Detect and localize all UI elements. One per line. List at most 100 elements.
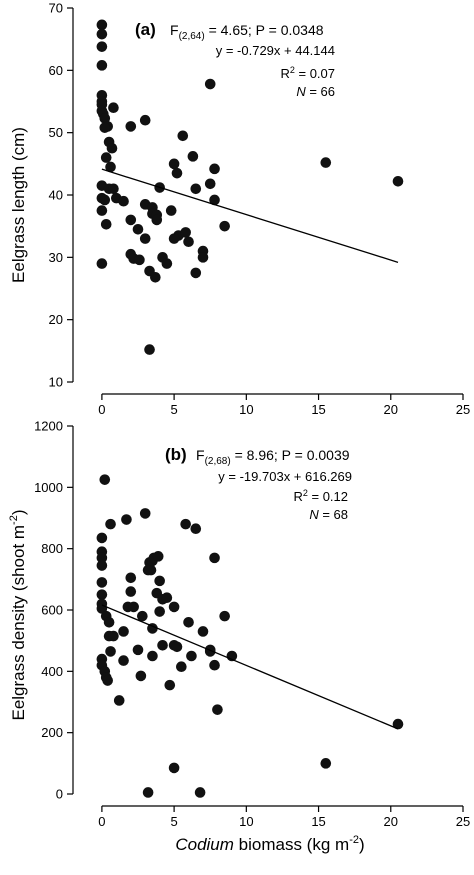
data-point — [219, 610, 230, 622]
data-point — [186, 650, 197, 662]
data-point — [183, 616, 194, 628]
x-tick-label: 5 — [170, 814, 177, 829]
data-point — [209, 552, 220, 564]
data-point — [142, 787, 154, 798]
data-point — [187, 151, 199, 162]
data-point — [161, 258, 173, 269]
data-point — [96, 589, 108, 600]
data-point — [139, 508, 151, 519]
y-tick-label: 50 — [49, 125, 63, 140]
panel-a-points — [96, 19, 404, 355]
data-point — [164, 679, 176, 691]
panel-b-n: N = 68 — [309, 507, 348, 522]
data-point — [96, 205, 108, 216]
data-point — [209, 163, 220, 175]
x-tick-label: 10 — [239, 402, 253, 417]
x-tick-label: 25 — [456, 814, 470, 829]
panel-b-label: (b) — [165, 445, 187, 464]
data-point — [219, 220, 230, 232]
data-point — [100, 152, 112, 163]
y-tick-label: 600 — [41, 603, 63, 618]
data-point — [180, 227, 191, 238]
y-tick-label: 20 — [49, 312, 63, 327]
data-point — [168, 601, 180, 613]
data-point — [96, 28, 108, 40]
data-point — [99, 122, 111, 133]
data-point — [154, 606, 165, 617]
panel-a-fit-line — [101, 168, 399, 263]
data-point — [177, 130, 189, 142]
data-point — [194, 787, 206, 798]
data-point — [102, 675, 113, 686]
data-point — [108, 183, 119, 195]
panel-a-y-axis-title: Eelgrass length (cm) — [9, 127, 28, 283]
data-point — [118, 655, 129, 666]
x-axis-title: Codium biomass (kg m-2) — [175, 834, 364, 854]
data-point — [144, 344, 155, 355]
data-point — [96, 41, 108, 52]
y-tick-label: 0 — [56, 787, 63, 802]
data-point — [183, 236, 194, 248]
panel-a-label: (a) — [135, 20, 156, 39]
data-point — [392, 175, 404, 187]
data-point — [168, 158, 180, 170]
data-point — [147, 650, 158, 662]
data-point — [103, 616, 115, 628]
data-point — [121, 514, 132, 525]
y-tick-label: 70 — [49, 1, 63, 16]
x-tick-label: 15 — [311, 402, 325, 417]
y-tick-label: 1000 — [34, 480, 63, 495]
data-point — [96, 19, 108, 31]
data-point — [118, 626, 129, 637]
data-point — [96, 552, 108, 564]
data-point — [209, 659, 220, 671]
data-point — [108, 102, 119, 114]
data-point — [96, 60, 108, 71]
data-point — [168, 762, 180, 774]
data-point — [99, 474, 111, 485]
data-point — [135, 670, 147, 682]
panel-b-stat: F(2,68) = 8.96; P = 0.0039 — [196, 447, 350, 467]
data-point — [212, 704, 223, 715]
panel-b-fit-line — [101, 604, 399, 730]
x-tick-label: 5 — [170, 402, 177, 417]
data-point — [171, 641, 183, 653]
panel-b-equation: y = -19.703x + 616.269 — [218, 469, 352, 484]
panel-b-points — [96, 474, 404, 798]
data-point — [96, 532, 108, 544]
x-tick-label: 20 — [384, 814, 398, 829]
data-point — [161, 592, 173, 604]
x-tick-label: 0 — [98, 814, 105, 829]
data-point — [99, 194, 111, 206]
panel-a-chart: 10 20 30 40 50 60 70 0 5 10 15 20 25 Eelgrass lengt… — [9, 1, 470, 418]
data-point — [320, 157, 332, 168]
data-point — [157, 639, 168, 651]
data-point — [142, 564, 154, 576]
data-point — [190, 523, 202, 535]
data-point — [204, 178, 216, 190]
data-point — [137, 610, 148, 622]
data-point — [204, 78, 216, 90]
panel-b-x-ticks: 0 5 10 15 20 25 — [98, 806, 470, 829]
panel-a-equation: y = -0.729x + 44.144 — [216, 43, 335, 58]
data-point — [125, 572, 137, 584]
panel-a-y-ticks: 10 20 30 40 50 60 70 — [49, 1, 73, 390]
data-point — [176, 661, 187, 673]
x-tick-label: 20 — [384, 402, 398, 417]
panel-b-y-ticks: 0 200 400 600 800 1000 1200 — [34, 419, 73, 802]
data-point — [105, 518, 116, 530]
data-point — [134, 254, 145, 266]
x-tick-label: 25 — [456, 402, 470, 417]
y-tick-label: 10 — [49, 375, 63, 390]
y-tick-label: 400 — [41, 664, 63, 679]
panel-b-y-axis-title: Eelgrass density (shoot m-2) — [8, 509, 28, 720]
data-point — [190, 183, 202, 195]
data-point — [165, 205, 177, 216]
data-point — [118, 195, 129, 207]
panel-a-n: N = 66 — [296, 84, 335, 99]
data-point — [128, 601, 139, 613]
data-point — [152, 551, 164, 562]
data-point — [150, 271, 161, 283]
